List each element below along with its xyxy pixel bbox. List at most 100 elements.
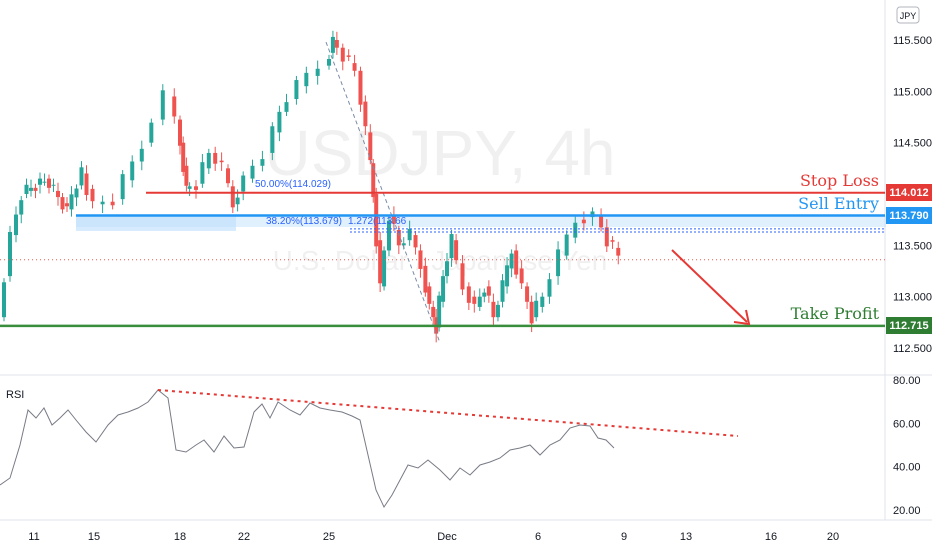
rsi-trendline xyxy=(157,389,739,437)
candle-body xyxy=(194,186,198,190)
candle-body xyxy=(374,194,379,247)
sell-entry-label: Sell Entry xyxy=(798,194,879,213)
rsi-title: RSI xyxy=(6,389,24,401)
candle-body xyxy=(460,263,465,290)
candle-body xyxy=(334,40,339,48)
candle-body xyxy=(69,194,74,210)
candle-body xyxy=(206,152,211,169)
fib-label-extension: 1.272(113.66 xyxy=(348,216,407,227)
rsi-tick-label: 20.00 xyxy=(893,505,921,517)
candle-body xyxy=(65,203,69,207)
candle-body xyxy=(200,162,205,184)
candle-body xyxy=(213,152,218,164)
candle-body xyxy=(368,132,373,161)
candle-body xyxy=(304,72,309,87)
candle-body xyxy=(472,296,477,304)
candle-body xyxy=(2,282,6,318)
candle-body xyxy=(407,228,412,241)
candle-body xyxy=(139,148,144,162)
candle-body xyxy=(556,249,561,277)
candle-body xyxy=(294,80,299,100)
price-tick-label: 115.000 xyxy=(893,86,932,98)
candle-body xyxy=(590,211,595,218)
candle-body xyxy=(423,265,428,293)
candle-body xyxy=(534,300,539,318)
candle-body xyxy=(382,250,387,287)
candle-body xyxy=(449,234,454,259)
candle-body xyxy=(149,122,154,143)
rsi-line xyxy=(0,389,615,509)
candle-body xyxy=(47,178,51,188)
candle-body xyxy=(401,243,406,246)
time-tick-label: 15 xyxy=(88,531,100,543)
candle-body xyxy=(340,47,345,62)
candle-body xyxy=(19,200,24,215)
price-tick-label: 115.500 xyxy=(893,35,932,47)
time-tick-label: 16 xyxy=(765,531,777,543)
candle-body xyxy=(250,165,255,179)
candle-body xyxy=(509,253,514,269)
candle-body xyxy=(616,247,621,256)
candle-body xyxy=(386,220,391,251)
candle-body xyxy=(352,63,357,71)
candle-body xyxy=(184,165,189,186)
candle-body xyxy=(581,219,586,224)
sell-zone-group xyxy=(76,215,886,231)
candle-body xyxy=(604,227,609,247)
candle-body xyxy=(14,214,18,236)
candle-body xyxy=(437,295,442,328)
candle-body xyxy=(235,197,240,205)
fib-label-50: 50.00%(114.029) xyxy=(255,179,331,190)
candle-body xyxy=(358,70,363,105)
candle-body xyxy=(241,175,246,192)
candle-body xyxy=(42,181,47,183)
candle-body xyxy=(599,214,604,228)
rsi-series xyxy=(0,389,615,509)
watermark-description: U.S. Dollar / Japanese Yen xyxy=(273,245,608,276)
time-tick-label: Dec xyxy=(437,531,457,543)
candle-body xyxy=(51,184,56,186)
candle-body xyxy=(160,90,165,120)
candle-body xyxy=(540,296,545,307)
trade-level-lines xyxy=(0,191,885,328)
price-tick-label: 113.500 xyxy=(893,240,932,252)
currency-badge-box[interactable] xyxy=(896,6,920,24)
candle-body xyxy=(486,286,491,296)
candle-body xyxy=(363,101,368,127)
candle-body xyxy=(427,286,432,304)
price-tick-label: 113.000 xyxy=(893,292,932,304)
sell-arrow xyxy=(671,249,751,326)
candle-body xyxy=(391,214,396,224)
candle-body xyxy=(491,301,496,318)
candle-body xyxy=(477,296,482,307)
fib-diagonal xyxy=(325,41,441,344)
time-x-axis-ticks: 11 15 18 22 25 Dec 6 9 13 16 20 xyxy=(28,531,839,543)
candle-body xyxy=(38,178,42,185)
candle-body xyxy=(60,197,65,210)
fibonacci-drawings xyxy=(325,41,885,344)
candle-body xyxy=(110,201,115,206)
price-tick-label: 114.500 xyxy=(893,138,932,150)
candle-body xyxy=(24,184,29,194)
candle-body xyxy=(505,265,510,287)
rsi-tick-label: 60.00 xyxy=(893,418,921,430)
take-profit-value: 112.715 xyxy=(889,320,928,332)
candle-body xyxy=(610,240,615,242)
candle-body xyxy=(466,286,471,303)
candle-body xyxy=(330,36,335,53)
time-tick-label: 13 xyxy=(680,531,692,543)
rsi-tick-label: 40.00 xyxy=(893,462,921,474)
candle-body xyxy=(100,201,105,205)
candle-body xyxy=(482,292,487,297)
candle-body xyxy=(120,174,125,200)
candle-body xyxy=(33,187,38,191)
candle-body xyxy=(431,306,436,318)
time-tick-label: 11 xyxy=(28,531,39,543)
candle-body xyxy=(84,173,89,196)
watermark-symbol: USDJPY, 4h xyxy=(265,117,616,189)
sell-entry-value: 113.790 xyxy=(889,210,928,222)
candle-body xyxy=(187,186,192,189)
candle-body xyxy=(378,240,383,284)
stop-loss-badge xyxy=(886,184,932,201)
